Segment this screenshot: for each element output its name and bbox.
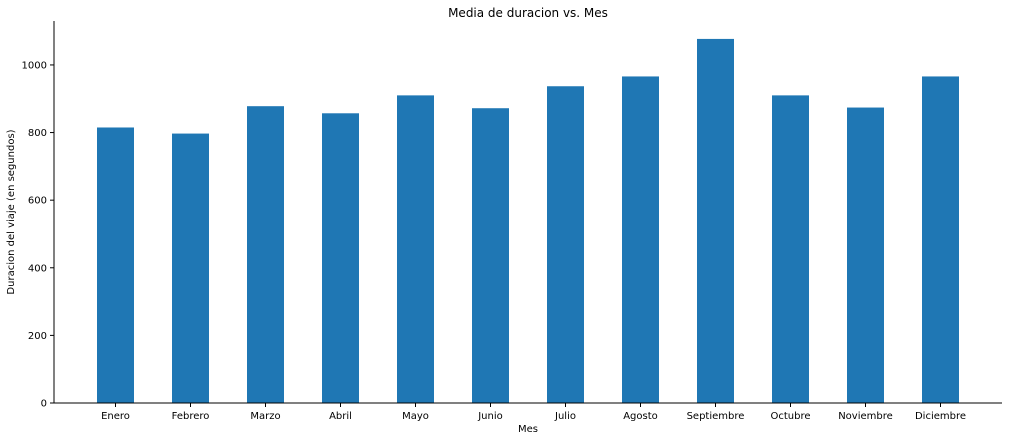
bar-septiembre bbox=[697, 38, 734, 404]
bar-enero bbox=[97, 127, 134, 403]
chart-title: Media de duracion vs. Mes bbox=[448, 6, 608, 20]
bar-junio bbox=[472, 108, 509, 403]
x-tick-label: Abril bbox=[329, 411, 352, 422]
bar-febrero bbox=[172, 133, 209, 403]
y-tick-label: 0 bbox=[41, 399, 47, 410]
y-tick-label: 200 bbox=[28, 331, 47, 342]
bar-noviembre bbox=[847, 107, 884, 403]
bar-mayo bbox=[397, 95, 434, 404]
y-tick-label: 1000 bbox=[22, 60, 47, 71]
x-tick-label: Septiembre bbox=[687, 411, 745, 422]
y-tick-label: 600 bbox=[28, 196, 47, 207]
x-tick-label: Enero bbox=[101, 411, 130, 422]
bar-diciembre bbox=[922, 76, 959, 403]
x-tick-label: Noviembre bbox=[838, 411, 893, 422]
x-tick-label: Marzo bbox=[250, 411, 280, 422]
x-tick-label: Mayo bbox=[402, 411, 429, 422]
y-tick-label: 800 bbox=[28, 128, 47, 139]
y-tick-label: 400 bbox=[28, 263, 47, 274]
axes-layer bbox=[53, 21, 1002, 404]
x-axis-title: Mes bbox=[518, 424, 538, 435]
x-tick-label: Julio bbox=[554, 411, 576, 422]
x-tick-label: Diciembre bbox=[915, 411, 966, 422]
bar-agosto bbox=[622, 76, 659, 403]
y-ticks: 0 200 400 600 800 1000 bbox=[22, 60, 54, 410]
bar-marzo bbox=[247, 106, 284, 403]
bars-layer bbox=[97, 38, 959, 404]
x-ticks: Enero Febrero Marzo Abril Mayo Junio Julio Agos… bbox=[101, 403, 966, 422]
x-tick-label: Junio bbox=[477, 411, 503, 422]
bar-abril bbox=[322, 113, 359, 403]
bar-julio bbox=[547, 86, 584, 403]
x-tick-label: Agosto bbox=[623, 411, 658, 422]
x-tick-label: Octubre bbox=[770, 411, 810, 422]
bar-octubre bbox=[772, 95, 809, 404]
y-axis-title: Duracion del viaje (en segundos) bbox=[6, 129, 17, 294]
x-tick-label: Febrero bbox=[172, 411, 210, 422]
